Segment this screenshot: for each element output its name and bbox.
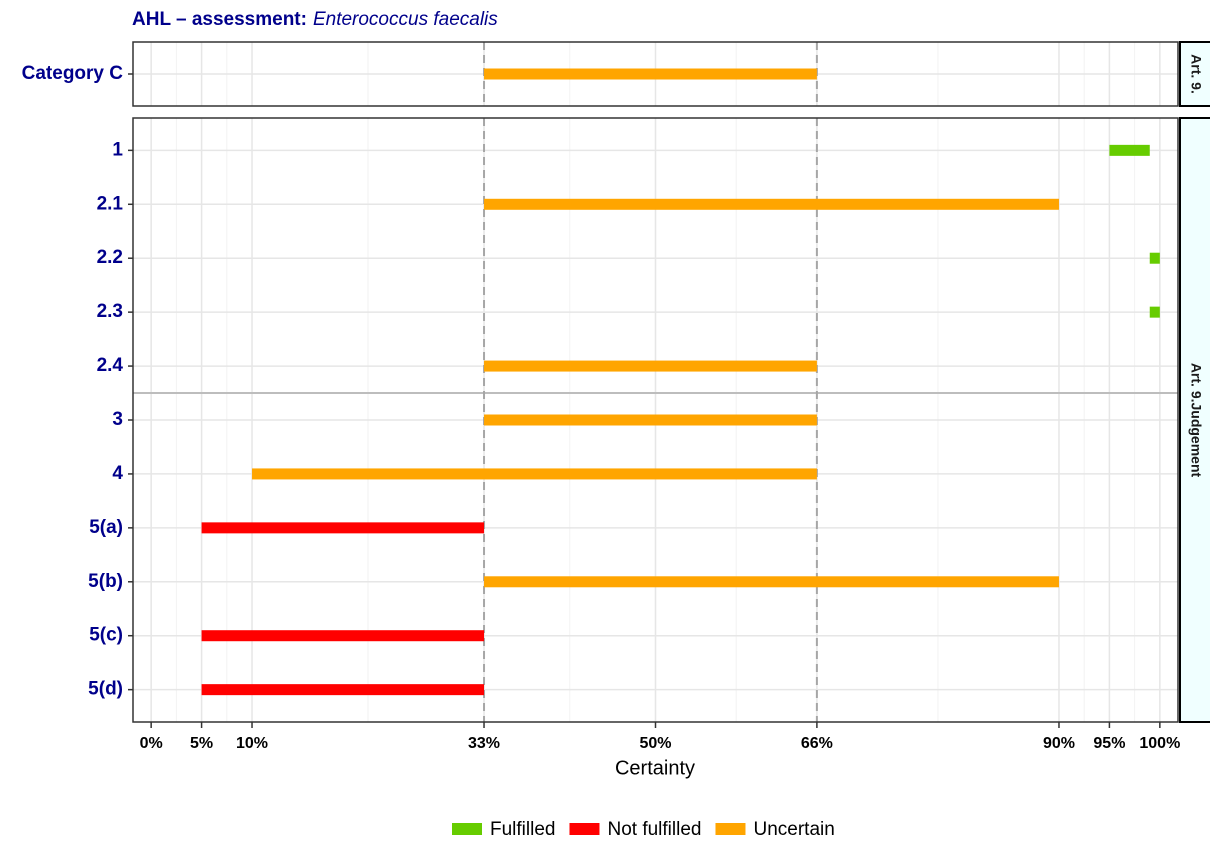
- y-tick-label: 2.2: [97, 247, 123, 268]
- range-bar: [484, 360, 817, 372]
- y-tick-label: 1: [112, 139, 123, 160]
- x-tick-label: 95%: [1093, 735, 1125, 752]
- y-tick-label: 2.3: [97, 301, 123, 322]
- range-bar: [201, 522, 485, 534]
- range-bar: [1149, 252, 1160, 264]
- range-bar: [484, 68, 817, 80]
- panel-border: [132, 41, 1179, 107]
- y-tick-label: 3: [112, 409, 123, 430]
- legend-swatch: [569, 823, 600, 835]
- y-tick-label: 5(b): [88, 571, 123, 592]
- range-bar: [201, 684, 485, 696]
- legend-swatch: [715, 823, 746, 835]
- x-tick-label: 10%: [236, 735, 268, 752]
- legend-label: Uncertain: [753, 819, 834, 840]
- y-tick-label: 4: [112, 463, 123, 484]
- y-tick-label: 2.4: [97, 355, 124, 376]
- legend-label: Fulfilled: [490, 819, 555, 840]
- x-tick-label: 5%: [190, 735, 213, 752]
- title-text: AHL – assessment:: [132, 9, 307, 30]
- facet-strip: [1179, 117, 1210, 723]
- facet-label: Art. 9.Judgement: [1188, 363, 1204, 478]
- range-bar: [484, 414, 817, 426]
- facet-label: Art. 9.: [1188, 54, 1204, 94]
- x-tick-label: 66%: [801, 735, 833, 752]
- range-bar: [1109, 144, 1150, 156]
- range-bar: [484, 576, 1059, 588]
- range-bar: [201, 630, 485, 642]
- facet-strip: [1179, 41, 1210, 107]
- y-tick-label: 5(d): [88, 679, 123, 700]
- y-tick-label: 5(c): [89, 625, 123, 646]
- legend: Fulfilled Not fulfilled Uncertain: [452, 819, 835, 840]
- x-axis-title: Certainty: [615, 757, 695, 779]
- y-tick-label: 5(a): [89, 517, 123, 538]
- y-tick-label: Category C: [22, 63, 124, 84]
- range-bar: [484, 198, 1059, 210]
- range-bar: [1149, 306, 1160, 318]
- x-tick-label: 33%: [468, 735, 500, 752]
- legend-label: Not fulfilled: [607, 819, 701, 840]
- x-tick-label: 90%: [1043, 735, 1075, 752]
- x-tick-label: 0%: [140, 735, 163, 752]
- chart-title: AHL – assessment: Enterococcus faecalis: [132, 9, 498, 30]
- x-tick-label: 50%: [639, 735, 671, 752]
- legend-swatch: [452, 823, 482, 835]
- y-tick-label: 2.1: [97, 193, 124, 214]
- title-species: Enterococcus faecalis: [313, 9, 498, 30]
- x-tick-label: 100%: [1139, 735, 1180, 752]
- range-bar: [252, 468, 817, 480]
